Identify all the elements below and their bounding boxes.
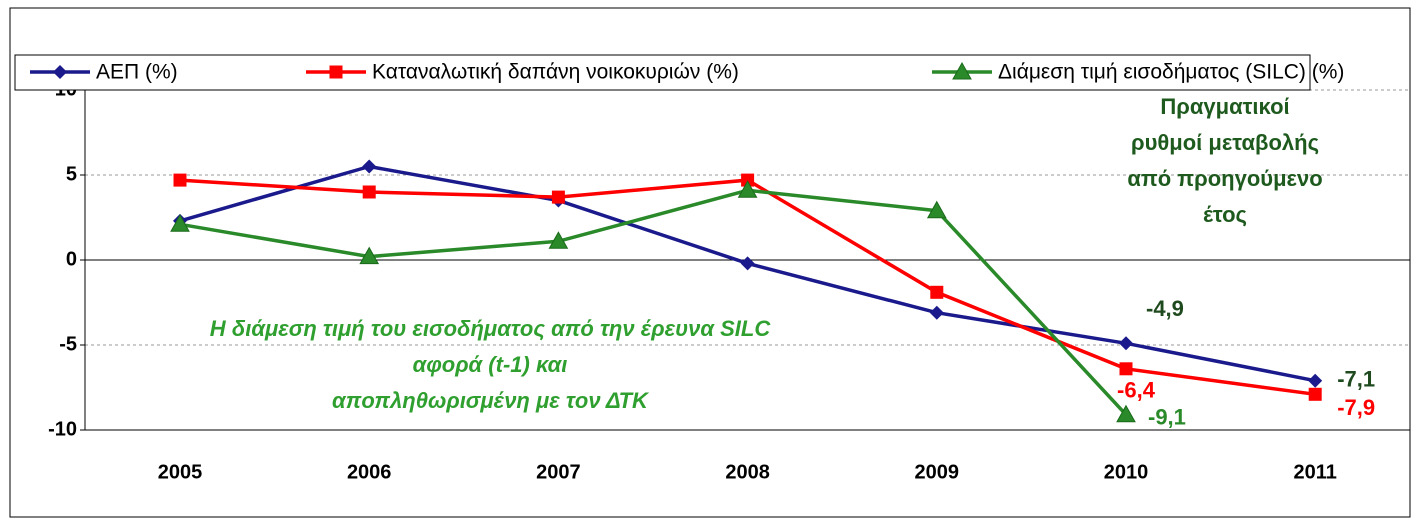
marker <box>53 65 67 79</box>
x-tick-label: 2008 <box>725 461 770 483</box>
marker <box>548 231 569 249</box>
legend: ΑΕΠ (%) Καταναλωτική δαπάνη νοικοκυριών (… <box>14 54 1344 91</box>
series-line <box>179 188 1128 416</box>
y-tick-label: 0 <box>66 248 77 270</box>
marker <box>362 159 377 174</box>
y-tick-label: 5 <box>66 163 77 185</box>
marker <box>362 185 376 199</box>
annotation: αποπληθωρισμένη με τον ΔΤΚ <box>332 388 650 413</box>
data-label: -7,1 <box>1337 367 1375 392</box>
marker <box>737 180 758 198</box>
marker <box>1119 336 1133 351</box>
marker <box>929 305 944 320</box>
legend-label: ΑΕΠ (%) <box>96 61 178 84</box>
annotation: αφορά (t-1) και <box>413 352 568 377</box>
data-label: -6,4 <box>1117 378 1156 403</box>
annotation: Πραγματικοί <box>1160 94 1289 119</box>
x-tick-label: 2009 <box>915 461 960 483</box>
marker <box>926 200 947 219</box>
data-label: -4,9 <box>1146 296 1184 321</box>
x-tick-label: 2006 <box>347 461 392 483</box>
chart-frame <box>9 7 1411 518</box>
marker <box>329 65 343 79</box>
x-tick-label: 2011 <box>1294 461 1337 483</box>
marker <box>173 173 187 187</box>
y-tick-label: -10 <box>48 418 77 440</box>
x-tick-label: 2010 <box>1104 461 1149 483</box>
marker <box>952 61 972 80</box>
marker <box>551 190 565 204</box>
marker <box>1116 404 1136 423</box>
marker <box>1308 387 1322 401</box>
annotation: Η διάμεση τιμή του εισοδήματος από την έ… <box>210 316 772 341</box>
x-tick-label: 2005 <box>158 461 203 483</box>
annotation: έτος <box>1203 202 1247 227</box>
legend-label: Καταναλωτική δαπάνη νοικοκυριών (%) <box>372 61 739 84</box>
marker <box>170 214 190 232</box>
x-tick-label: 2007 <box>536 461 581 483</box>
marker <box>741 173 755 187</box>
marker <box>1308 373 1323 388</box>
marker <box>740 256 755 271</box>
annotation: από προηγούμενο <box>1127 166 1322 191</box>
data-label: -9,1 <box>1148 405 1186 430</box>
marker <box>359 246 380 265</box>
marker <box>1119 362 1133 376</box>
legend-box <box>14 54 1311 91</box>
marker <box>930 285 944 299</box>
legend-label: Διάμεση τιμή εισοδήματος (SILC) (%) <box>998 61 1344 84</box>
y-tick-label: -5 <box>59 333 77 355</box>
annotation: ρυθμοί μεταβολής <box>1131 130 1319 155</box>
data-label: -7,9 <box>1337 395 1375 420</box>
